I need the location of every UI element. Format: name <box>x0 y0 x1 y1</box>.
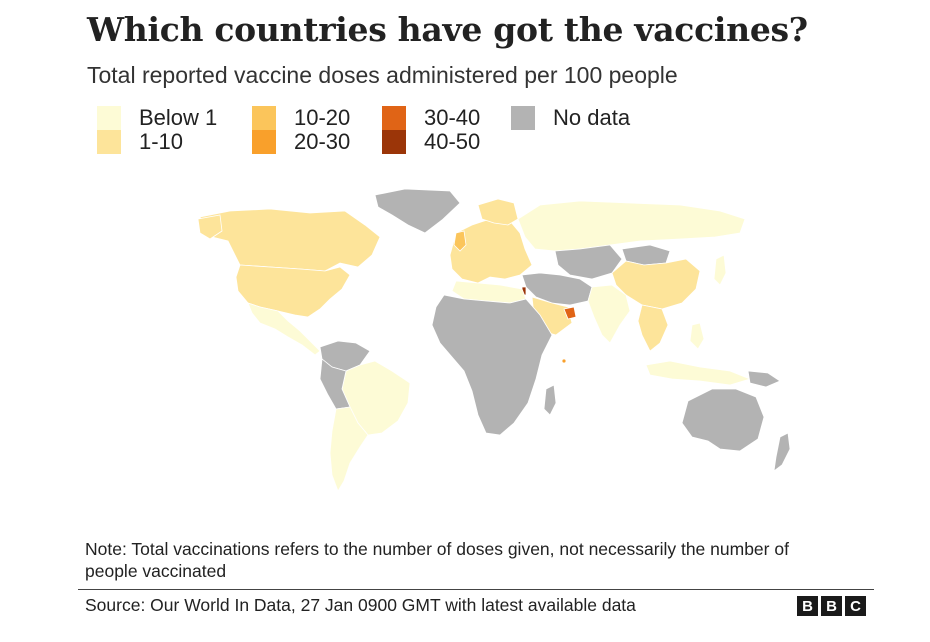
india-region <box>587 284 631 344</box>
chart-source: Source: Our World In Data, 27 Jan 0900 G… <box>85 595 636 615</box>
legend-item-1-10: 1-10 <box>97 129 184 154</box>
legend-label: Below 1 <box>139 105 218 130</box>
legend-label: 20-30 <box>294 129 351 154</box>
legend-item-no-data: No data <box>511 105 631 130</box>
legend-swatch <box>97 130 121 154</box>
mexico-region <box>247 302 321 356</box>
canada-region <box>199 208 381 272</box>
legend-label: 10-20 <box>294 105 351 130</box>
legend-label: 1-10 <box>139 129 184 154</box>
southeast-asia-region <box>637 304 669 352</box>
papua-region <box>747 370 781 388</box>
japan-region <box>713 254 727 286</box>
philippines-region <box>689 322 705 350</box>
legend-item-20-30: 20-30 <box>252 129 351 154</box>
seychelles-marker <box>561 358 567 364</box>
madagascar-region <box>543 384 557 416</box>
legend-swatch <box>382 106 406 130</box>
legend: Below 1 1-10 10-20 20-30 30-40 40-50 No … <box>97 105 697 158</box>
chart-subtitle: Total reported vaccine doses administere… <box>87 62 678 88</box>
russia-region <box>517 200 746 252</box>
uk-region <box>453 230 467 252</box>
africa-region <box>431 294 553 436</box>
uae-region <box>563 306 577 320</box>
world-map <box>197 188 791 492</box>
legend-item-10-20: 10-20 <box>252 105 351 130</box>
legend-swatch <box>511 106 535 130</box>
alaska-region <box>197 214 223 240</box>
new-zealand-region <box>773 432 791 472</box>
legend-item-below-1: Below 1 <box>97 105 218 130</box>
legend-swatch <box>97 106 121 130</box>
bbc-logo: B B C <box>797 596 866 616</box>
legend-swatch <box>382 130 406 154</box>
legend-swatch <box>252 130 276 154</box>
chart-note: Note: Total vaccinations refers to the n… <box>85 539 789 581</box>
indonesia-region <box>645 360 752 386</box>
chart-title: Which countries have got the vaccines? <box>87 10 808 49</box>
legend-label: 30-40 <box>424 105 481 130</box>
usa-region <box>235 264 351 318</box>
divider <box>78 589 874 590</box>
australia-region <box>681 388 765 452</box>
legend-item-40-50: 40-50 <box>382 129 481 154</box>
europe-region <box>449 218 533 284</box>
legend-label: No data <box>553 105 631 130</box>
legend-label: 40-50 <box>424 129 481 154</box>
southern-cone-region <box>329 406 369 492</box>
bbc-logo-letter: C <box>845 596 866 616</box>
legend-item-30-40: 30-40 <box>382 105 481 130</box>
scandinavia-region <box>477 198 519 226</box>
bbc-logo-letter: B <box>821 596 842 616</box>
bbc-logo-letter: B <box>797 596 818 616</box>
greenland-region <box>374 188 461 234</box>
legend-swatch <box>252 106 276 130</box>
